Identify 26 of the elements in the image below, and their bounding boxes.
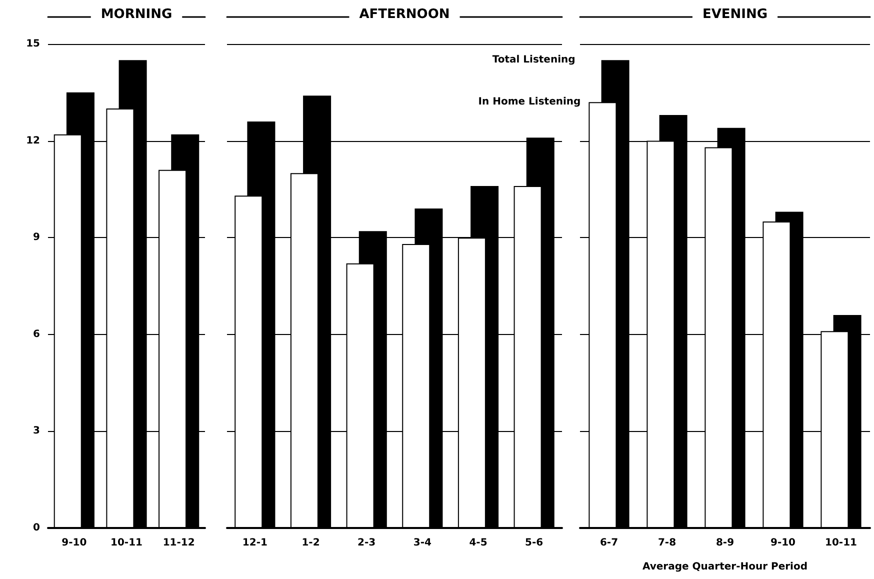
x-tick-label: 5-6 <box>525 538 544 548</box>
x-tick-label: 9-10 <box>62 538 87 548</box>
x-tick-label: 10-11 <box>825 538 858 548</box>
x-tick-label: 11-12 <box>162 538 195 548</box>
x-tick-label: 1-2 <box>302 538 320 548</box>
y-tick-label: 3 <box>33 426 40 437</box>
text: Total Listening <box>492 54 576 66</box>
x-tick-label: 10-11 <box>110 538 143 548</box>
x-tick-label: 9-10 <box>770 538 796 548</box>
x-axis-title: Average Quarter-Hour Period <box>642 562 808 572</box>
chart-title: AFTERNOON <box>359 7 450 22</box>
x-tick-label: 6-7 <box>600 538 618 548</box>
x-tick-label: 2-3 <box>358 538 376 548</box>
x-tick-label: 12-1 <box>242 538 268 548</box>
x-tick-label: 4-5 <box>469 538 488 548</box>
series-label: In Home Listening <box>478 96 581 108</box>
x-tick-label: 7-8 <box>658 538 676 548</box>
y-tick-label: 9 <box>33 232 40 244</box>
y-tick-label: 15 <box>26 38 40 50</box>
chart-title: MORNING <box>100 7 172 22</box>
y-tick-label: 12 <box>26 135 40 146</box>
chart-title: EVENING <box>702 7 768 22</box>
y-tick-label: 6 <box>33 328 40 340</box>
x-tick-label: 3-4 <box>413 538 432 548</box>
x-tick-label: 8-9 <box>716 538 734 548</box>
y-tick-label: 0 <box>33 522 40 534</box>
